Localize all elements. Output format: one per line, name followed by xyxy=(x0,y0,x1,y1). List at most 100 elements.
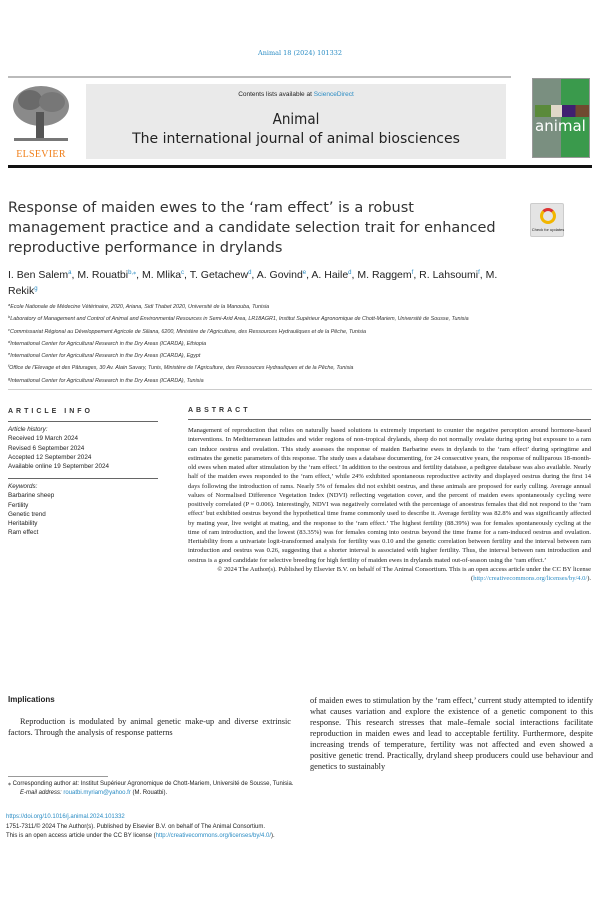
affiliation-text: International Center for Agricultural Re… xyxy=(10,353,201,360)
affiliations: aEcole Nationale de Médecine Vétérinaire… xyxy=(8,300,593,386)
affiliation-key: d xyxy=(8,338,11,344)
affiliation-text: Office de l’Elevage et des Pâturages, 30… xyxy=(9,365,354,372)
affiliation: aEcole Nationale de Médecine Vétérinaire… xyxy=(8,300,593,312)
keyword: Ram effect xyxy=(8,529,39,537)
affiliation-text: International Center for Agricultural Re… xyxy=(10,340,207,347)
elsevier-logo: ELSEVIER xyxy=(8,82,74,160)
contents-prefix: Contents lists available at xyxy=(238,91,314,98)
journal-cover[interactable]: animal xyxy=(532,78,590,158)
affiliation-key: f xyxy=(8,363,10,369)
author-affiliation-marker[interactable]: e xyxy=(302,270,307,276)
oa-text: This is an open access article under the… xyxy=(6,833,156,839)
affiliation: dInternational Center for Agricultural R… xyxy=(8,337,593,349)
author[interactable]: A. Govind xyxy=(256,269,303,281)
author-affiliation-marker[interactable]: f xyxy=(411,270,414,276)
author[interactable]: M. Raggem xyxy=(357,269,412,281)
article-title: Response of maiden ewes to the ‘ram effe… xyxy=(8,200,496,256)
divider xyxy=(188,419,591,420)
oa-license-link[interactable]: http://creativecommons.org/licenses/by/4… xyxy=(155,833,272,839)
history-online: Available online 19 September 2024 xyxy=(8,463,110,471)
contents-line: Contents lists available at ScienceDirec… xyxy=(86,91,506,98)
history-revised: Revised 6 September 2024 xyxy=(8,444,85,452)
keyword: Barbarine sheep xyxy=(8,492,55,500)
history-accepted: Accepted 12 September 2024 xyxy=(8,453,92,461)
affiliation-key: a xyxy=(8,302,11,307)
divider xyxy=(8,478,158,480)
affiliation-key: b xyxy=(8,314,11,320)
affiliation: eInternational Center for Agricultural R… xyxy=(8,349,593,361)
article-info: ARTICLE INFO Article history: Received 1… xyxy=(8,407,158,537)
author-affiliation-marker[interactable]: g xyxy=(34,286,38,292)
corresponding-author-note: ⁎ Corresponding author at: Institut Supé… xyxy=(8,781,294,787)
author-affiliation-marker[interactable]: d xyxy=(348,270,352,276)
implications-heading: Implications xyxy=(8,695,55,704)
license-text: © 2024 The Author(s). Published by Elsev… xyxy=(217,565,591,582)
divider xyxy=(8,389,592,390)
open-access-note: This is an open access article under the… xyxy=(6,832,406,842)
oa-suffix: ). xyxy=(271,833,275,839)
journal-reference[interactable]: Animal 18 (2024) 101332 xyxy=(258,49,342,57)
footer: https://doi.org/10.1016/j.animal.2024.10… xyxy=(6,813,406,842)
journal-subtitle: The international journal of animal bios… xyxy=(132,131,460,147)
journal-title: Animal xyxy=(272,110,320,128)
author[interactable]: T. Getachew xyxy=(189,269,249,281)
email-link[interactable]: rouatbi.myriam@yahoo.fr xyxy=(63,790,131,796)
implications-text-left: Reproduction is modulated by animal gene… xyxy=(8,717,291,737)
crossmark-label: Check for updates xyxy=(531,227,565,232)
author[interactable]: I. Ben Salem xyxy=(8,269,69,281)
implications-text-right: of maiden ewes to stimulation by the ‘ra… xyxy=(310,696,593,771)
author[interactable]: A. Haile xyxy=(311,269,349,281)
doi-link[interactable]: https://doi.org/10.1016/j.animal.2024.10… xyxy=(6,814,125,820)
history-received: Received 19 March 2024 xyxy=(8,435,79,443)
check-for-updates-button[interactable]: Check for updates xyxy=(530,203,564,237)
author[interactable]: M. Mlika xyxy=(141,269,182,281)
abstract: ABSTRACT Management of reproduction that… xyxy=(188,407,591,583)
publisher-name: ELSEVIER xyxy=(16,149,66,160)
email-label: E-mail address: xyxy=(20,790,64,796)
author-list: I. Ben Salema, M. Rouatbib,⁎, M. Mlikac,… xyxy=(8,269,498,297)
divider xyxy=(8,76,511,78)
author[interactable]: M. Rekik xyxy=(8,269,498,297)
abstract-heading: ABSTRACT xyxy=(188,407,251,414)
cover-title: animal xyxy=(535,117,586,135)
affiliation-key: c xyxy=(8,326,10,332)
affiliation: bLaboratory of Management and Control of… xyxy=(8,312,593,324)
affiliation-text: Ecole Nationale de Médecine Vétérinaire,… xyxy=(10,304,270,310)
affiliation: cCommissariat Régional au Développement … xyxy=(8,325,593,337)
abstract-text: Management of reproduction that relies o… xyxy=(188,427,591,564)
tree-icon xyxy=(13,86,69,141)
author-affiliation-marker[interactable]: b,⁎ xyxy=(128,270,137,276)
author-affiliation-marker[interactable]: a xyxy=(68,270,72,276)
implications-section: Implications Reproduction is modulated b… xyxy=(8,695,291,738)
author[interactable]: R. Lahsoumi xyxy=(419,269,479,281)
affiliation: fOffice de l’Elevage et des Pâturages, 3… xyxy=(8,361,593,373)
license-suffix: ). xyxy=(587,575,591,582)
affiliation-text: International Center for Agricultural Re… xyxy=(10,377,204,384)
author-affiliation-marker[interactable]: d xyxy=(248,270,252,276)
author-affiliation-marker[interactable]: c xyxy=(181,270,185,276)
license-link[interactable]: http://creativecommons.org/licenses/by/4… xyxy=(473,575,588,582)
affiliation-text: Laboratory of Management and Control of … xyxy=(10,316,469,323)
copyright: 1751-7311/© 2024 The Author(s). Publishe… xyxy=(6,823,266,830)
keyword: Fertility xyxy=(8,501,29,509)
abstract-license: © 2024 The Author(s). Published by Elsev… xyxy=(188,565,591,584)
author[interactable]: M. Rouatbi xyxy=(77,269,129,281)
footnote-divider xyxy=(8,776,108,777)
history-label: Article history: xyxy=(8,426,48,434)
sciencedirect-link[interactable]: ScienceDirect xyxy=(313,91,354,98)
affiliation-key: e xyxy=(8,351,11,357)
email-suffix: (M. Rouatbi). xyxy=(130,790,168,796)
implications-continued: of maiden ewes to stimulation by the ‘ra… xyxy=(310,695,593,772)
affiliation-key: g xyxy=(8,375,11,381)
footnotes: ⁎ Corresponding author at: Institut Supé… xyxy=(8,780,298,798)
author-affiliation-marker[interactable]: f xyxy=(478,270,480,276)
affiliation-text: Commissariat Régional au Développement A… xyxy=(10,328,366,335)
journal-banner: Contents lists available at ScienceDirec… xyxy=(86,84,506,159)
article-info-heading: ARTICLE INFO xyxy=(8,408,93,415)
crossmark-icon xyxy=(540,208,556,224)
keyword: Heritability xyxy=(8,520,38,528)
divider xyxy=(8,165,592,168)
affiliation: gInternational Center for Agricultural R… xyxy=(8,374,593,386)
keyword: Genetic trend xyxy=(8,510,46,518)
divider xyxy=(8,421,158,423)
